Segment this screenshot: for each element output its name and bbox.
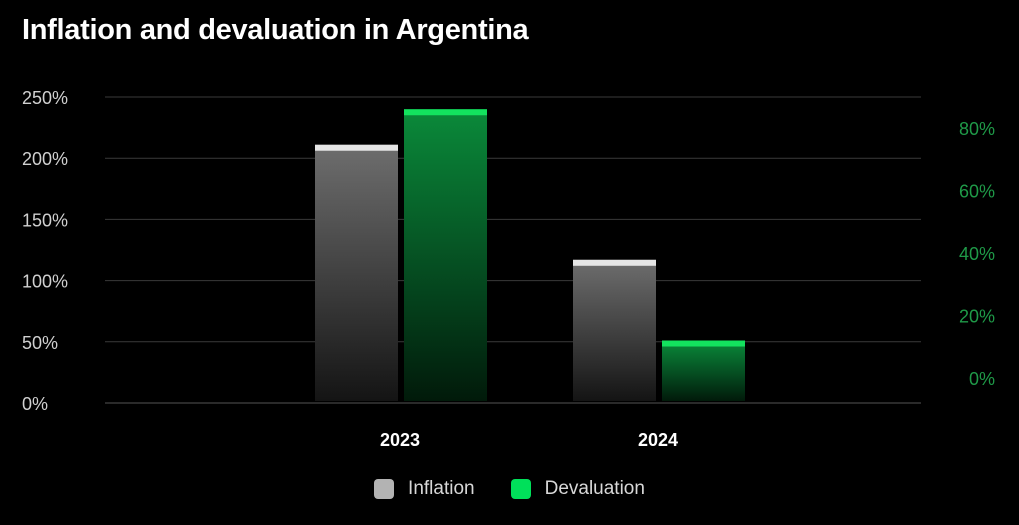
bar-inflation-2023[interactable] (315, 144, 398, 401)
right-tick-label: 40% (959, 244, 995, 264)
left-y-axis: 0% 50% 100% 150% 200% 250% (22, 88, 68, 414)
bar-cap-inflation-2023 (315, 144, 398, 151)
bar-chart: 0% 50% 100% 150% 200% 250% 0% 20% 40% 60% 80% 202… (22, 88, 995, 450)
x-tick-label: 2024 (638, 430, 678, 450)
inflation-swatch (374, 479, 395, 499)
bar-cap-devaluation-2024 (662, 340, 745, 347)
right-y-axis: 0% 20% 40% 60% 80% (959, 119, 995, 389)
bar-inflation-2024[interactable] (573, 259, 656, 401)
legend-label-devaluation: Devaluation (544, 478, 645, 499)
bar-cap-inflation-2024 (573, 259, 656, 266)
bar-cap-devaluation-2023 (404, 109, 487, 116)
left-tick-label: 250% (22, 88, 68, 108)
left-tick-label: 0% (22, 394, 48, 414)
bars (315, 109, 745, 401)
right-tick-label: 0% (969, 369, 995, 389)
left-tick-label: 50% (22, 333, 58, 353)
gridlines (105, 96, 921, 404)
chart-title: Inflation and devaluation in Argentina (22, 14, 529, 46)
left-tick-label: 150% (22, 210, 68, 230)
right-tick-label: 20% (959, 307, 995, 327)
legend-label-inflation: Inflation (408, 478, 475, 499)
x-tick-label: 2023 (380, 430, 420, 450)
legend-item-inflation[interactable]: Inflation (374, 478, 475, 500)
bar-devaluation-2023[interactable] (404, 109, 487, 401)
right-tick-label: 80% (959, 119, 995, 139)
devaluation-swatch (510, 479, 531, 499)
left-tick-label: 100% (22, 272, 68, 292)
legend: Inflation Devaluation (0, 478, 1019, 500)
bar-devaluation-2024[interactable] (662, 340, 745, 402)
left-tick-label: 200% (22, 149, 68, 169)
right-tick-label: 60% (959, 182, 995, 202)
x-axis: 2023 2024 (380, 430, 678, 450)
legend-item-devaluation[interactable]: Devaluation (510, 478, 645, 500)
